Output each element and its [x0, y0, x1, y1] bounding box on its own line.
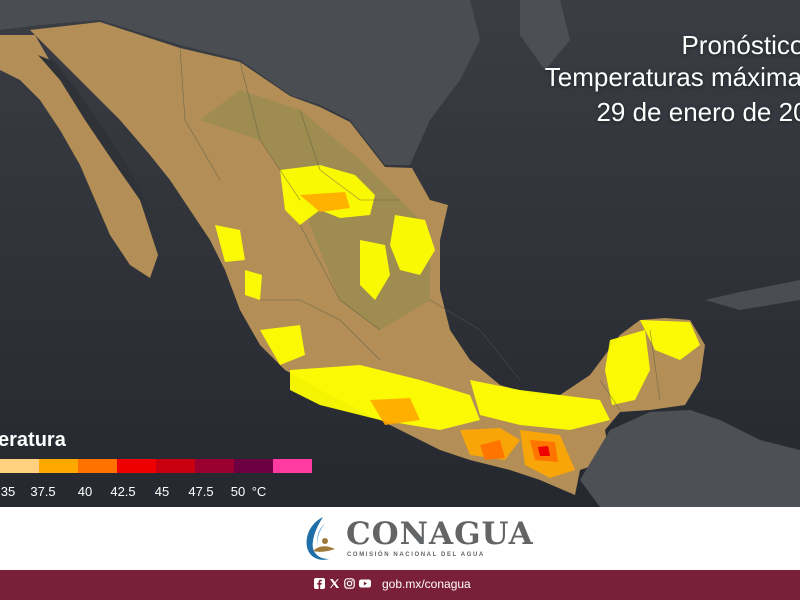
legend-label-40: 40: [77, 484, 93, 499]
legend-swatch-8: [273, 459, 312, 473]
legend-label-35: 35: [0, 484, 16, 499]
conagua-emblem-icon: [306, 517, 335, 560]
brand-name: CONAGUA: [346, 516, 534, 552]
legend-swatch-6: [195, 459, 234, 473]
florida: [520, 0, 570, 70]
youtube-icon[interactable]: [359, 578, 371, 589]
legend-swatch-2: [39, 459, 78, 473]
central-america: [580, 410, 800, 507]
legend-swatch-3: [78, 459, 117, 473]
baja-california: [0, 35, 158, 278]
us-landmass: [0, 0, 480, 165]
state-borders: [179, 47, 661, 411]
legend-swatch-1: [0, 459, 39, 473]
footer-bar: gob.mx/conagua: [0, 570, 800, 600]
x-icon[interactable]: [329, 578, 340, 589]
legend-swatch-7: [234, 459, 273, 473]
cuba: [705, 280, 800, 310]
legend-label-50: 50: [230, 484, 246, 499]
legend-label-45: 45: [154, 484, 170, 499]
legend-color-bar: [0, 459, 312, 473]
forecast-map: Pronóstico d Temperaturas máxima 29 de e…: [0, 0, 800, 507]
legend-label-47-5: 47.5: [188, 484, 214, 499]
legend-label-37-5: 37.5: [30, 484, 56, 499]
legend-title: eratura: [0, 429, 66, 451]
very-hot-zones: [480, 440, 558, 462]
social-links: [314, 578, 371, 589]
map-title-line-2: Temperaturas máxima: [544, 62, 800, 92]
map-title-line-1: Pronóstico d: [681, 30, 800, 60]
legend-swatch-5: [156, 459, 195, 473]
extreme-zone: [538, 446, 550, 456]
warm-zones: [215, 165, 700, 430]
instagram-icon[interactable]: [344, 578, 355, 589]
legend-label-42-5: 42.5: [110, 484, 136, 499]
brand-subtitle: COMISIÓN NACIONAL DEL AGUA: [347, 552, 485, 558]
footer-website-link[interactable]: gob.mx/conagua: [382, 577, 471, 591]
map-graphic: [0, 0, 800, 507]
brand-header: CONAGUA COMISIÓN NACIONAL DEL AGUA: [0, 507, 800, 570]
legend-label-unit: °C: [251, 484, 267, 499]
facebook-icon[interactable]: [314, 578, 325, 589]
legend-swatch-4: [117, 459, 156, 473]
legend-labels: 35 37.5 40 42.5 45 47.5 50 °C: [0, 484, 290, 500]
map-title-date: 29 de enero de 202: [596, 97, 800, 127]
